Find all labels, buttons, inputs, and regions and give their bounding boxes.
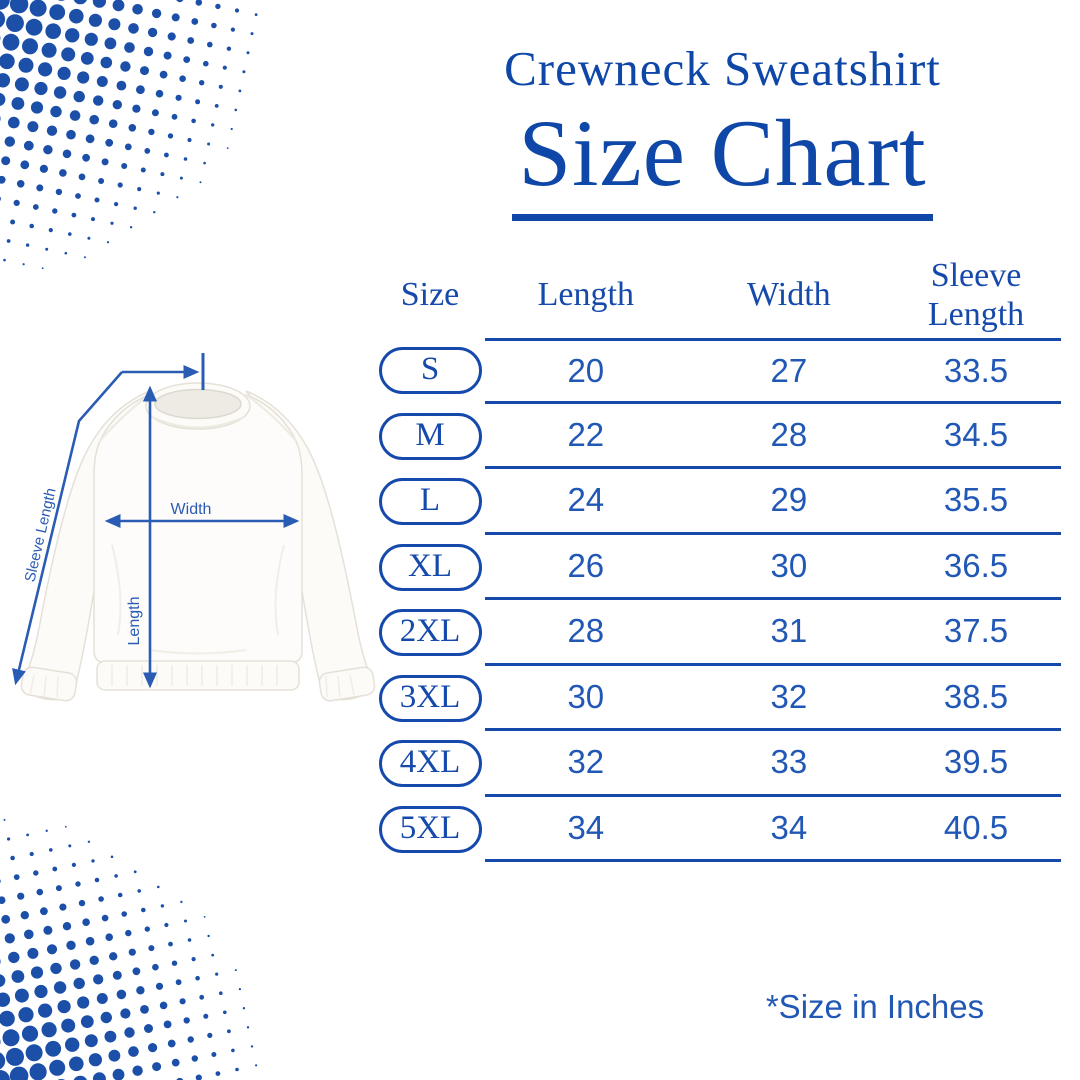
cell-width: 27 [770,351,808,389]
cell-sleeve-length: 36.5 [943,546,1009,584]
sleeve-arrow-diagonal [12,371,123,686]
size-label: 2XL [399,613,461,650]
cell-length: 28 [567,612,605,650]
size-label: 5XL [399,809,461,846]
header: Crewneck Sweatshirt Size Chart [390,42,1055,221]
table-row: M 22 28 34.5 [375,404,1061,469]
column-header-length: Length [537,276,634,314]
cell-sleeve-length: 40.5 [943,808,1009,846]
cell-sleeve-length: 35.5 [943,481,1009,519]
table-row: 3XL 30 32 38.5 [375,666,1061,731]
page-title: Size Chart [512,103,933,221]
table-body: S 20 27 33.5 M 22 28 34.5 L 24 [375,338,1061,862]
halftone-dots-bottom-left [0,818,258,1080]
size-pill: L [378,478,482,526]
cell-width: 28 [770,415,808,453]
column-header-width: Width [747,276,831,314]
size-pill: 4XL [378,740,482,788]
cell-length: 22 [567,415,605,453]
halftone-dots-top-left [0,0,258,270]
cell-length: 30 [567,677,605,715]
size-label: M [415,416,445,453]
cell-length: 24 [567,481,605,519]
cell-length: 32 [567,743,605,781]
table-row: XL 26 30 36.5 [375,535,1061,600]
cell-width: 33 [770,743,808,781]
units-footnote: *Size in Inches [765,988,985,1025]
cell-width: 29 [770,481,808,519]
table-row: 4XL 32 33 39.5 [375,731,1061,797]
cell-sleeve-length: 34.5 [943,415,1009,453]
cell-width: 31 [770,612,808,650]
cell-length: 34 [567,808,605,846]
table-header-row: Size Length Width Sleeve Length [375,252,1061,338]
length-label: Length [126,597,143,646]
sweatshirt-measurement-diagram: Width Length Sleeve Length [12,353,376,702]
size-pill: 3XL [378,674,482,722]
table-row: 5XL 34 34 40.5 [375,797,1061,862]
size-label: 4XL [399,744,461,781]
size-pill: 5XL [378,805,482,853]
size-table: Size Length Width Sleeve Length S 20 27 … [375,252,1061,862]
cell-length: 20 [567,351,605,389]
width-label: Width [171,501,212,518]
size-pill: M [378,412,482,460]
size-label: 3XL [399,678,461,715]
cell-length: 26 [567,546,605,584]
table-row: 2XL 28 31 37.5 [375,600,1061,666]
size-pill: 2XL [378,609,482,657]
cell-sleeve-length: 37.5 [943,612,1009,650]
size-pill: S [378,347,482,395]
cell-sleeve-length: 38.5 [943,677,1009,715]
cell-sleeve-length: 33.5 [943,351,1009,389]
cell-sleeve-length: 39.5 [943,743,1009,781]
column-header-sleeve-length: Sleeve Length [927,256,1025,333]
size-label: S [420,351,440,388]
table-row: S 20 27 33.5 [375,338,1061,404]
table-row: L 24 29 35.5 [375,469,1061,535]
cell-width: 30 [770,546,808,584]
cell-width: 32 [770,677,808,715]
size-label: L [419,482,441,519]
product-subtitle: Crewneck Sweatshirt [504,41,941,96]
size-pill: XL [378,543,482,591]
sweatshirt-image [20,382,376,702]
cell-width: 34 [770,808,808,846]
size-label: XL [408,547,452,584]
column-header-size: Size [400,276,460,314]
